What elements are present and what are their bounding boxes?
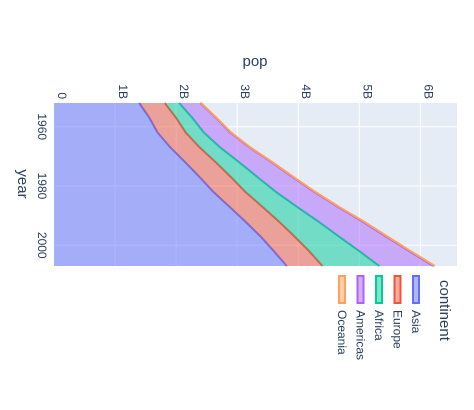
x-tick-label: 5B — [360, 84, 374, 99]
area-africa — [164, 103, 380, 266]
area-americas — [179, 103, 434, 266]
legend-swatch — [393, 275, 402, 304]
area-europe — [139, 103, 323, 266]
y-tick-label: 1980 — [35, 173, 49, 200]
legend-item-africa[interactable]: Africa — [372, 275, 386, 341]
x-tick-label: 3B — [238, 84, 252, 99]
legend-label: Americas — [354, 310, 368, 360]
y-axis-title: year — [14, 169, 31, 198]
y-tick-label: 2000 — [35, 232, 49, 259]
legend-swatch — [356, 275, 365, 304]
legend-item-asia[interactable]: Asia — [409, 275, 423, 334]
x-tick-label: 1B — [116, 84, 130, 99]
x-tick-label: 0 — [55, 92, 69, 99]
stacked-areas — [54, 102, 436, 267]
x-axis-ticks: 0 1B 2B 3B 4B 5B 6B — [55, 84, 435, 99]
x-tick-label: 4B — [299, 84, 313, 99]
legend-item-americas[interactable]: Americas — [354, 275, 368, 360]
legend-title: continent — [436, 280, 453, 342]
legend-label: Africa — [372, 310, 386, 341]
x-axis-title: pop — [242, 53, 267, 70]
area-asia — [54, 103, 287, 266]
legend-item-oceania[interactable]: Oceania — [335, 275, 349, 355]
legend-swatch — [338, 275, 346, 304]
line-oceania — [200, 102, 436, 267]
y-axis-ticks: 1960 1980 2000 — [35, 113, 49, 259]
legend-swatch — [375, 275, 383, 304]
legend-label: Oceania — [335, 310, 349, 355]
legend-label: Europe — [391, 310, 405, 349]
legend-item-europe[interactable]: Europe — [391, 275, 405, 349]
x-tick-label: 6B — [421, 84, 435, 99]
legend: Oceania Americas Africa Europe Asia — [335, 275, 423, 360]
y-tick-label: 1960 — [35, 113, 49, 140]
legend-swatch — [412, 275, 420, 304]
legend-label: Asia — [409, 310, 423, 334]
x-tick-label: 2B — [177, 84, 191, 99]
